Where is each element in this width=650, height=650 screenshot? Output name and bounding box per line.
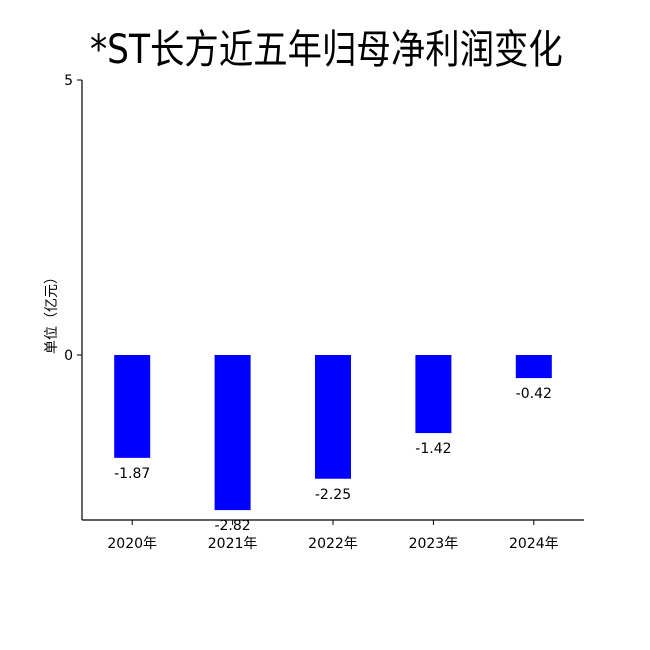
bars-layer (114, 355, 552, 511)
chart-title: *ST长方近五年归母净利润变化 (89, 27, 563, 73)
x-tick-label: 2022年 (308, 536, 358, 552)
bar-2020年 (114, 355, 151, 458)
data-label-2021年: -2.82 (214, 518, 250, 534)
data-label-2023年: -1.42 (415, 441, 451, 457)
bar-2023年 (415, 355, 452, 434)
labels-layer: -1.87 -2.82 -2.25 -1.42 -0.42 (114, 386, 552, 534)
x-tick-label: 2020年 (107, 536, 157, 552)
x-tick-label: 2023年 (409, 536, 459, 552)
data-label-2020年: -1.87 (114, 466, 150, 482)
axes-layer: 2020年 2021年 2022年 2023年 2024年 0 5 (64, 73, 584, 552)
y-tick-label: 0 (64, 348, 73, 364)
y-tick-label: 5 (64, 73, 73, 89)
bar-2024年 (515, 355, 552, 379)
data-label-2024年: -0.42 (516, 386, 552, 402)
y-axis-title-group: 单位（亿元） (44, 270, 60, 354)
data-label-2022年: -2.25 (315, 487, 351, 503)
x-tick-label: 2021年 (208, 536, 258, 552)
bar-2021年 (214, 355, 251, 511)
y-axis-title: 单位（亿元） (44, 270, 60, 354)
x-tick-label: 2024年 (509, 536, 559, 552)
bar-2022年 (315, 355, 351, 479)
